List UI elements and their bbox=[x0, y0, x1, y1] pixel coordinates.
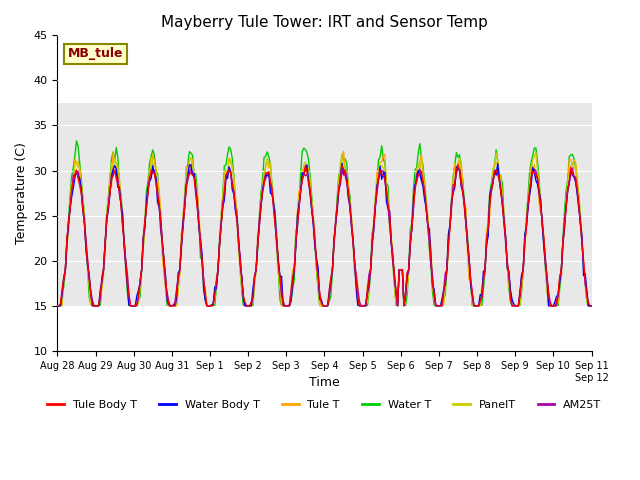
Bar bbox=[58, 103, 591, 306]
Text: Sep 12: Sep 12 bbox=[575, 373, 609, 383]
X-axis label: Time: Time bbox=[309, 376, 340, 389]
Legend: Tule Body T, Water Body T, Tule T, Water T, PanelT, AM25T: Tule Body T, Water Body T, Tule T, Water… bbox=[43, 396, 606, 415]
Title: Mayberry Tule Tower: IRT and Sensor Temp: Mayberry Tule Tower: IRT and Sensor Temp bbox=[161, 15, 488, 30]
Text: MB_tule: MB_tule bbox=[68, 48, 124, 60]
Y-axis label: Temperature (C): Temperature (C) bbox=[15, 142, 28, 244]
